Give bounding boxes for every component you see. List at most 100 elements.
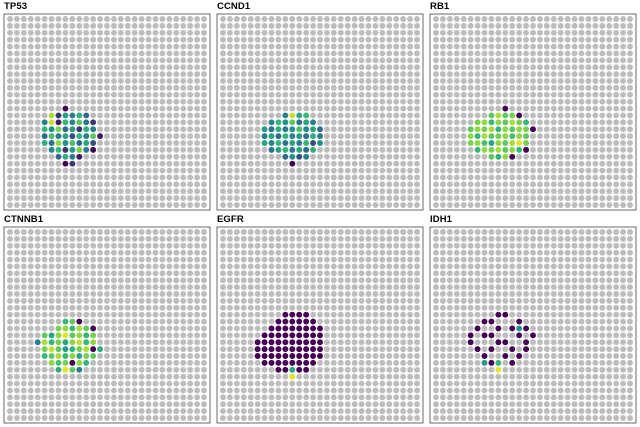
background-spot [474, 277, 481, 284]
expressed-spot [509, 146, 516, 153]
background-spot [446, 202, 453, 208]
background-spot [379, 325, 386, 332]
background-spot [460, 325, 467, 332]
background-spot [365, 339, 372, 346]
background-spot [7, 84, 13, 91]
expressed-spot [90, 140, 97, 146]
background-spot [104, 408, 110, 415]
background-spot [460, 50, 467, 57]
background-spot [488, 339, 495, 346]
background-spot [386, 304, 393, 311]
background-spot [393, 140, 400, 146]
background-spot [372, 256, 379, 263]
background-spot [330, 50, 337, 57]
background-spot [372, 160, 379, 167]
background-spot [76, 270, 83, 277]
background-spot [488, 71, 495, 78]
background-spot [571, 202, 578, 208]
background-spot [502, 408, 509, 415]
background-spot [439, 408, 446, 415]
background-spot [433, 71, 439, 78]
background-spot [523, 202, 530, 208]
background-spot [613, 64, 620, 71]
background-spot [344, 78, 351, 84]
background-spot [104, 249, 110, 256]
background-spot [310, 29, 317, 36]
background-spot [303, 387, 310, 394]
background-spot [152, 304, 159, 311]
background-spot [34, 126, 41, 133]
background-spot [372, 291, 379, 297]
background-spot [379, 277, 386, 284]
background-spot [439, 71, 446, 78]
background-spot [337, 174, 344, 181]
background-spot [261, 318, 268, 325]
background-spot [166, 202, 173, 208]
background-spot [446, 318, 453, 325]
background-spot [351, 263, 358, 270]
background-spot [180, 277, 187, 284]
background-spot [20, 297, 27, 304]
background-spot [599, 146, 606, 153]
background-spot [613, 394, 620, 401]
background-spot [467, 401, 474, 408]
expressed-spot [516, 140, 523, 146]
background-spot [323, 64, 330, 71]
background-spot [351, 84, 358, 91]
background-spot [495, 284, 502, 291]
background-spot [414, 78, 420, 84]
background-spot [509, 29, 516, 36]
background-spot [323, 277, 330, 284]
background-spot [247, 318, 254, 325]
background-spot [530, 235, 536, 242]
background-spot [592, 242, 599, 249]
background-spot [516, 188, 523, 195]
background-spot [34, 359, 41, 366]
background-spot [254, 146, 261, 153]
background-spot [62, 36, 69, 43]
background-spot [453, 346, 460, 353]
background-spot [27, 277, 34, 284]
background-spot [240, 202, 247, 208]
background-spot [220, 174, 226, 181]
background-spot [282, 71, 289, 78]
background-spot [495, 256, 502, 263]
background-spot [414, 415, 420, 421]
background-spot [27, 153, 34, 160]
background-spot [282, 235, 289, 242]
background-spot [180, 242, 187, 249]
background-spot [247, 188, 254, 195]
background-spot [145, 105, 152, 112]
background-spot [386, 119, 393, 126]
background-spot [530, 119, 536, 126]
background-spot [446, 98, 453, 105]
background-spot [407, 394, 414, 401]
background-spot [27, 366, 34, 373]
background-spot [453, 387, 460, 394]
background-spot [460, 284, 467, 291]
background-spot [41, 270, 48, 277]
background-spot [7, 318, 13, 325]
background-spot [550, 195, 557, 202]
background-spot [460, 91, 467, 98]
expressed-spot [481, 332, 488, 339]
background-spot [194, 332, 201, 339]
background-spot [592, 50, 599, 57]
background-spot [557, 71, 564, 78]
background-spot [488, 57, 495, 64]
background-spot [261, 304, 268, 311]
background-spot [323, 366, 330, 373]
background-spot [337, 394, 344, 401]
background-spot [351, 112, 358, 119]
background-spot [62, 43, 69, 50]
background-spot [268, 249, 275, 256]
background-spot [344, 126, 351, 133]
background-spot [303, 174, 310, 181]
background-spot [76, 57, 83, 64]
background-spot [104, 126, 110, 133]
background-spot [585, 401, 592, 408]
background-spot [627, 366, 633, 373]
background-spot [474, 105, 481, 112]
background-spot [386, 133, 393, 140]
background-spot [627, 22, 633, 29]
